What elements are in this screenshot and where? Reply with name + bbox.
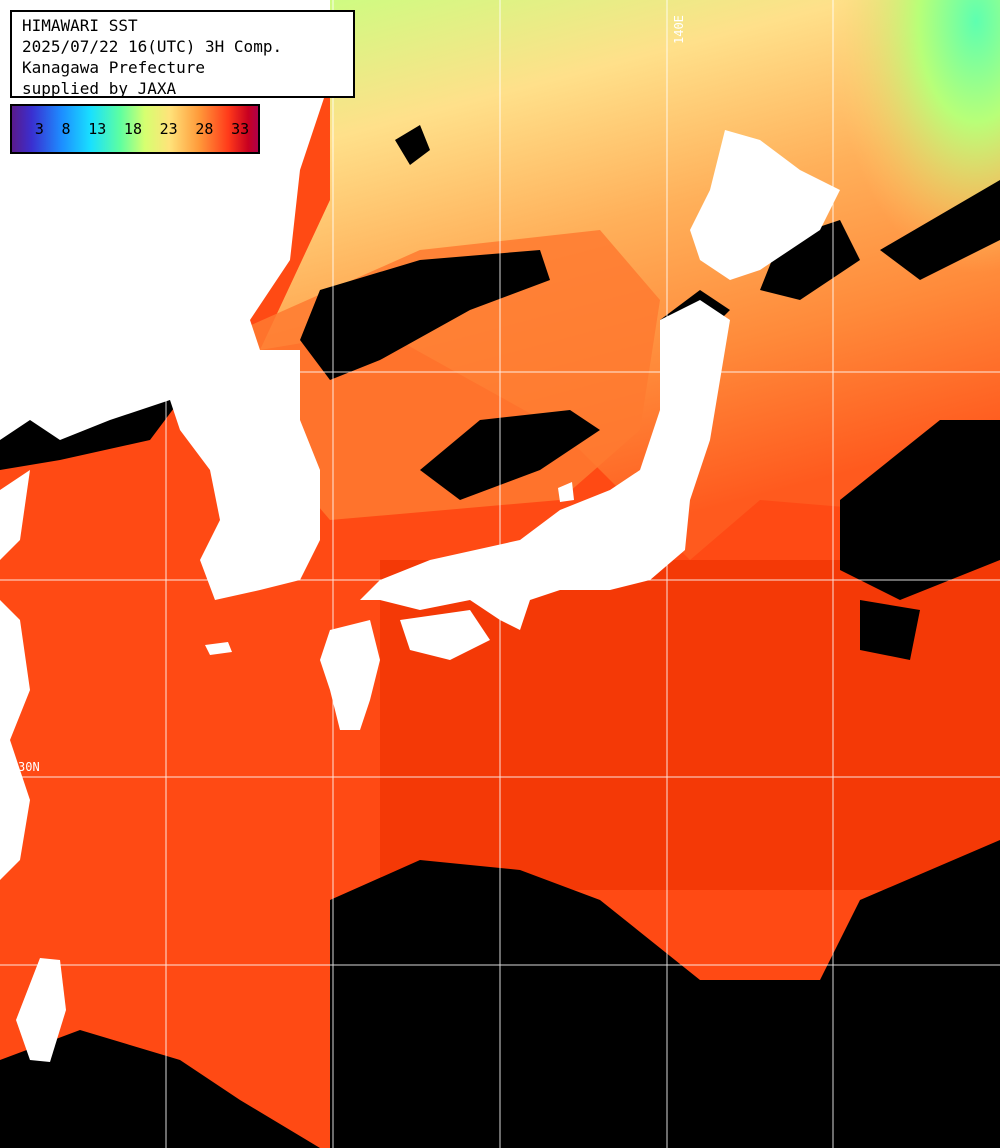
sado-island — [558, 482, 574, 502]
supplier: supplied by JAXA — [22, 79, 177, 98]
info-box: HIMAWARI SST 2025/07/22 16(UTC) 3H Comp.… — [10, 10, 355, 98]
legend-tick: 3 — [34, 120, 44, 138]
legend-tick: 13 — [88, 120, 107, 138]
date-time: 2025/07/22 16(UTC) 3H Comp. — [22, 37, 283, 56]
legend-tick: 28 — [195, 120, 214, 138]
north-pacific-cool — [760, 0, 1000, 420]
jeju-island — [205, 642, 232, 655]
legend-tick: 8 — [61, 120, 71, 138]
prefecture: Kanagawa Prefecture — [22, 58, 206, 77]
taiwan — [16, 958, 66, 1062]
lat-label-30n: 30N — [18, 760, 40, 774]
color-scale-legend: 3 8 13 18 23 28 33 — [10, 104, 260, 154]
lon-label-140e: 140E — [672, 15, 686, 44]
legend-tick: 23 — [159, 120, 178, 138]
hokkaido — [690, 130, 840, 280]
legend-tick-labels: 3 8 13 18 23 28 33 — [12, 106, 258, 152]
shikoku — [400, 610, 490, 660]
china-coast — [0, 470, 30, 560]
china-east-coast — [0, 600, 30, 880]
product-title: HIMAWARI SST — [22, 16, 138, 35]
lat-label-40n: 40N — [20, 354, 42, 368]
kyushu — [320, 620, 380, 730]
legend-tick: 33 — [231, 120, 250, 138]
legend-tick: 18 — [123, 120, 142, 138]
honshu — [360, 300, 730, 630]
